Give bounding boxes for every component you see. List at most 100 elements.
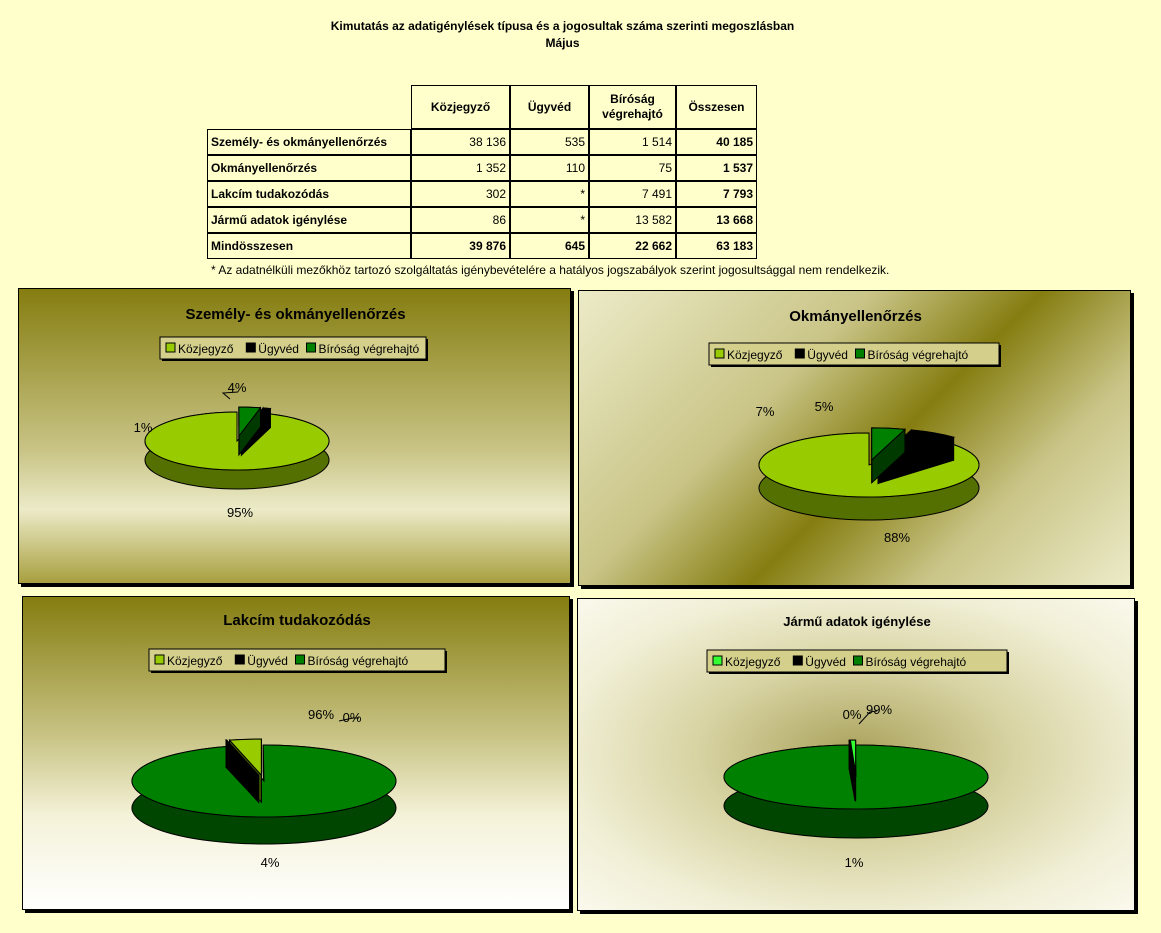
legend-swatch: [245, 342, 256, 353]
legend-swatch: [295, 654, 305, 665]
summary-table: Közjegyző Ügyvéd Bíróság végrehajtó Össz…: [207, 85, 757, 259]
footnote: * Az adatnélküli mezőkhöz tartozó szolgá…: [211, 263, 890, 277]
cell-ugyved: 645: [510, 233, 589, 259]
pie: [144, 406, 330, 490]
data-label: 4%: [228, 380, 247, 395]
pie-chart: Okmányellenőrzés Közjegyző Ügyvéd Bíróság v…: [708, 308, 1001, 545]
data-label: 96%: [308, 707, 334, 722]
pie: [723, 739, 989, 839]
legend-swatch: [234, 654, 245, 665]
row-label: Mindösszesen: [207, 233, 411, 259]
chart-title: Okmányellenőrzés: [789, 308, 922, 325]
chart-legend: Közjegyző Ügyvéd Bíróság végrehajtó: [159, 336, 428, 361]
pie-slice: [144, 411, 330, 490]
legend-entry: Ügyvéd: [805, 655, 846, 669]
legend-swatch: [714, 348, 725, 359]
cell-ugyved: 535: [510, 129, 589, 155]
cell-total: 63 183: [676, 233, 757, 259]
row-label: Okmányellenőrzés: [207, 155, 411, 181]
table-header-row: Közjegyző Ügyvéd Bíróság végrehajtó Össz…: [207, 85, 757, 129]
legend-entry: Bíróság végrehajtó: [319, 342, 420, 356]
table-row: Lakcím tudakozódás 302 * 7 491 7 793: [207, 181, 757, 207]
chart-title: Személy- és okmányellenőrzés: [185, 306, 405, 323]
cell-kozjegyzo: 86: [411, 207, 510, 233]
col-header-birosag: Bíróság végrehajtó: [589, 85, 676, 129]
data-label: 95%: [227, 505, 253, 520]
col-header-kozjegyzo: Közjegyző: [411, 85, 510, 129]
legend-entry: Bíróság végrehajtó: [868, 348, 969, 362]
data-label: 99%: [866, 702, 892, 717]
legend-entry: Bíróság végrehajtó: [308, 654, 409, 668]
leader-line: [858, 710, 878, 725]
cell-total: 13 668: [676, 207, 757, 233]
legend-entry: Közjegyző: [725, 655, 781, 669]
pie-slice: [871, 427, 907, 484]
chart-title: Jármű adatok igénylése: [783, 614, 930, 629]
row-label: Lakcím tudakozódás: [207, 181, 411, 207]
pie-chart: Jármű adatok igénylése Közjegyző Ügyvéd Bír…: [706, 614, 1009, 870]
pie-slice: [848, 739, 856, 802]
cell-birosag: 13 582: [589, 207, 676, 233]
pie-slice: [131, 744, 397, 845]
col-header-ugyved: Ügyvéd: [510, 85, 589, 129]
data-label: 7%: [756, 404, 775, 419]
pie-slice: [224, 738, 260, 804]
legend-entry: Közjegyző: [178, 342, 234, 356]
cell-ugyved: 110: [510, 155, 589, 181]
legend-swatch: [792, 655, 803, 666]
table-total-row: Mindösszesen 39 876 645 22 662 63 183: [207, 233, 757, 259]
row-label: Jármű adatok igénylése: [207, 207, 411, 233]
legend-swatch: [855, 348, 865, 359]
cell-birosag: 22 662: [589, 233, 676, 259]
legend-swatch: [853, 655, 863, 666]
data-label: 0%: [843, 707, 862, 722]
cell-total: 1 537: [676, 155, 757, 181]
col-header-total: Összesen: [676, 85, 757, 129]
legend-entry: Közjegyző: [167, 654, 223, 668]
data-label: 4%: [261, 855, 280, 870]
cell-ugyved: *: [510, 207, 589, 233]
legend-swatch: [306, 342, 316, 353]
cell-ugyved: *: [510, 181, 589, 207]
page-title: Kimutatás az adatigénylések típusa és a …: [330, 19, 795, 33]
data-label: 0%: [343, 710, 362, 725]
cell-total: 40 185: [676, 129, 757, 155]
cell-birosag: 75: [589, 155, 676, 181]
legend-swatch: [165, 342, 176, 353]
legend-swatch: [794, 348, 805, 359]
legend-entry: Közjegyző: [727, 348, 783, 362]
pie-chart: Személy- és okmányellenőrzés Közjegyző Ügy…: [134, 306, 428, 520]
cell-kozjegyzo: 302: [411, 181, 510, 207]
leader-line: [221, 391, 239, 400]
data-label: 88%: [884, 530, 910, 545]
table-row: Személy- és okmányellenőrzés 38 136 535 …: [207, 129, 757, 155]
chart-legend: Közjegyző Ügyvéd Bíróság végrehajtó: [706, 649, 1009, 674]
data-label: 5%: [815, 399, 834, 414]
cell-total: 7 793: [676, 181, 757, 207]
data-label: 1%: [134, 420, 153, 435]
table-row: Okmányellenőrzés 1 352 110 75 1 537: [207, 155, 757, 181]
row-label: Személy- és okmányellenőrzés: [207, 129, 411, 155]
chart-panel-jarmu: Jármű adatok igénylése Közjegyző Ügyvéd Bír…: [577, 598, 1135, 911]
page-subtitle: Május: [545, 36, 580, 50]
pie-slice: [238, 406, 262, 457]
pie: [758, 427, 980, 521]
table-row: Jármű adatok igénylése 86 * 13 582 13 66…: [207, 207, 757, 233]
chart-legend: Közjegyző Ügyvéd Bíróság végrehajtó: [148, 648, 447, 673]
cell-birosag: 1 514: [589, 129, 676, 155]
cell-kozjegyzo: 38 136: [411, 129, 510, 155]
pie: [131, 738, 397, 845]
cell-kozjegyzo: 39 876: [411, 233, 510, 259]
chart-panel-szemely: Személy- és okmányellenőrzés Közjegyző Ügy…: [18, 288, 571, 584]
chart-legend: Közjegyző Ügyvéd Bíróság végrehajtó: [708, 342, 1001, 367]
legend-entry: Ügyvéd: [258, 342, 299, 356]
cell-kozjegyzo: 1 352: [411, 155, 510, 181]
legend-swatch: [154, 654, 165, 665]
legend-entry: Ügyvéd: [247, 654, 288, 668]
legend-entry: Bíróság végrehajtó: [866, 655, 967, 669]
chart-panel-okmany: Okmányellenőrzés Közjegyző Ügyvéd Bíróság v…: [578, 290, 1131, 586]
legend-swatch: [712, 655, 723, 666]
pie-chart: Lakcím tudakozódás Közjegyző Ügyvéd Bíróság…: [131, 612, 447, 870]
data-label: 1%: [845, 855, 864, 870]
cell-birosag: 7 491: [589, 181, 676, 207]
